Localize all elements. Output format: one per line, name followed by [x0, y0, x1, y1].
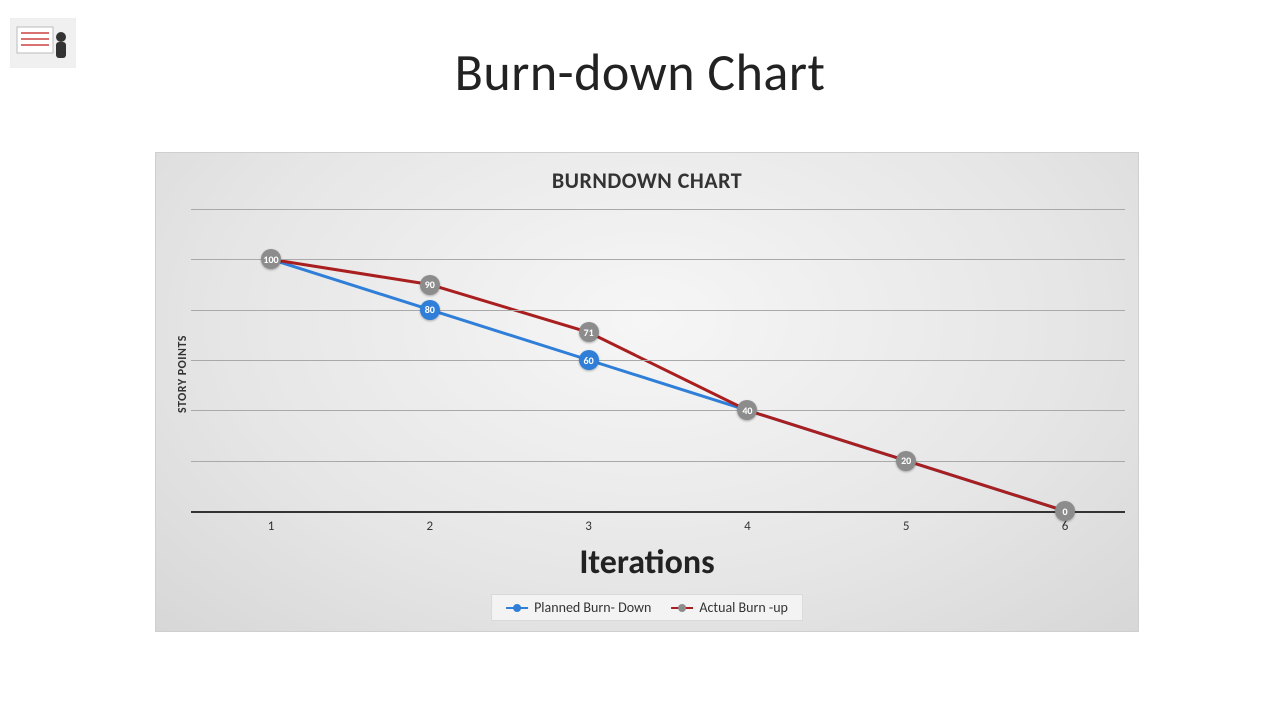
legend-label: Planned Burn- Down: [534, 599, 651, 616]
data-marker: 80: [420, 300, 440, 320]
data-marker: 71: [579, 322, 599, 342]
legend-label: Actual Burn -up: [699, 599, 788, 616]
xtick-label: 5: [903, 519, 910, 534]
gridline: [191, 310, 1125, 311]
xaxis-title: Iterations: [156, 542, 1138, 583]
xtick-label: 6: [1062, 519, 1069, 534]
xtick-label: 4: [744, 519, 751, 534]
legend-item: Planned Burn- Down: [506, 599, 651, 616]
legend-item: Actual Burn -up: [671, 599, 788, 616]
data-marker: 100: [261, 249, 281, 269]
chart-title: BURNDOWN CHART: [156, 167, 1138, 194]
gridline: [191, 360, 1125, 361]
legend: Planned Burn- Down Actual Burn -up: [491, 594, 803, 621]
plot-area: 1234561009080716040200: [191, 209, 1125, 511]
legend-swatch: [506, 603, 528, 613]
legend-swatch: [671, 603, 693, 613]
chart-panel: BURNDOWN CHART STORY POINTS 1 2 3 4 5 6 100 90 8…: [155, 152, 1139, 632]
data-marker: 20: [896, 451, 916, 471]
yaxis-label: STORY POINTS: [176, 335, 190, 413]
data-marker: 0: [1055, 501, 1075, 521]
data-marker: 90: [420, 275, 440, 295]
data-marker: 40: [737, 400, 757, 420]
gridline: [191, 209, 1125, 210]
xtick-label: 1: [268, 519, 275, 534]
data-marker: 60: [579, 350, 599, 370]
xtick-label: 3: [585, 519, 592, 534]
gridline: [191, 511, 1125, 513]
gridline: [191, 410, 1125, 411]
page-title: Burn-down Chart: [0, 40, 1280, 104]
gridline: [191, 461, 1125, 462]
xtick-label: 2: [427, 519, 434, 534]
gridline: [191, 259, 1125, 260]
